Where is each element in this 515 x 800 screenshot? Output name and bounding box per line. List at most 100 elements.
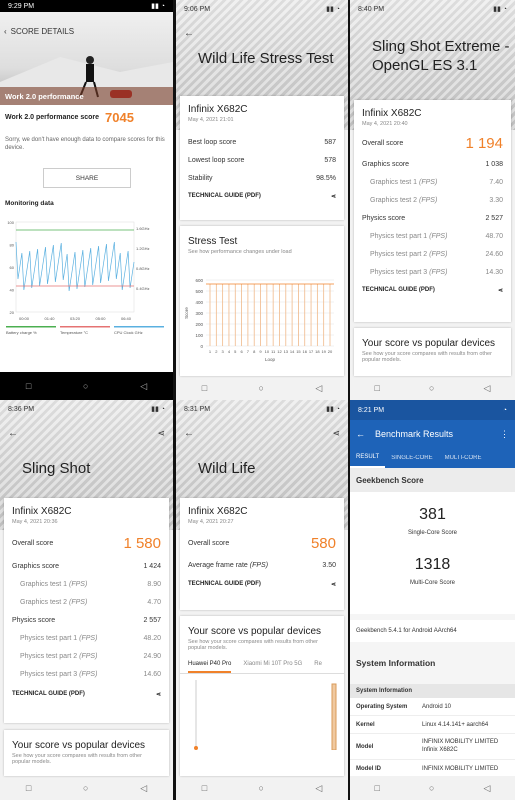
y-tick-label: 20 (10, 310, 15, 315)
y-tick-label: 60 (10, 265, 15, 270)
home-icon[interactable]: ○ (258, 383, 264, 393)
more-icon[interactable]: ⋮ (500, 428, 509, 439)
x-tick-label: 17 (309, 349, 314, 354)
app-bar: ← Benchmark Results ⋮ (350, 420, 515, 448)
recent-apps-icon[interactable]: □ (374, 383, 380, 393)
share-icon[interactable]: ⋖ (330, 582, 336, 588)
back-icon[interactable]: ← (8, 428, 18, 439)
recent-apps-icon[interactable]: □ (201, 383, 208, 393)
back-nav-icon[interactable]: ◁ (483, 382, 491, 393)
legend-swatch (60, 326, 110, 328)
recent-apps-icon[interactable]: □ (201, 783, 208, 793)
device-name: Infinix X682C (188, 506, 248, 517)
row-label: Graphics score (362, 160, 410, 168)
back-icon[interactable]: ‹ (4, 26, 7, 36)
x-tick-label: 10 (265, 349, 270, 354)
share-icon[interactable]: ⋖ (157, 428, 165, 438)
device-name: Infinix X682C (362, 108, 422, 119)
fps-unit: (FPS) (419, 196, 438, 204)
nav-bar: □ ○ ◁ (176, 776, 348, 800)
guide-label: TECHNICAL GUIDE (PDF) (362, 287, 435, 293)
recent-apps-icon[interactable]: □ (374, 783, 380, 793)
row-value: 24.60 (485, 250, 503, 258)
row-value: 1 038 (485, 160, 503, 168)
status-time: 8:40 PM (358, 5, 385, 13)
multi-core-score: 1318 (414, 556, 451, 573)
row-value: 2 527 (485, 214, 503, 222)
legend-label: Battery charge % (6, 330, 37, 335)
technical-guide-link[interactable]: TECHNICAL GUIDE (PDF) ⋖ (180, 581, 344, 588)
back-icon[interactable]: ← (356, 429, 365, 439)
x-tick-label: 9 (259, 349, 262, 354)
tab-result[interactable]: RESULT (350, 448, 386, 468)
back-icon[interactable]: ← (184, 28, 194, 39)
tab-huawei[interactable]: Huawei P40 Pro (188, 661, 232, 673)
legend-label: Temperature °C (60, 330, 88, 335)
recent-apps-icon[interactable]: □ (25, 783, 32, 793)
y-tick-label: 200 (195, 322, 203, 327)
technical-guide-link[interactable]: TECHNICAL GUIDE (PDF) ⋖ (354, 287, 511, 294)
nav-bar: □ ○ ◁ (350, 776, 515, 800)
row-label: Best loop score (188, 138, 237, 146)
system-info-title: System Information (356, 658, 436, 668)
back-nav-icon[interactable]: ◁ (483, 782, 491, 793)
back-icon[interactable]: ← (184, 428, 194, 439)
fps-unit: (FPS) (429, 268, 448, 276)
tab-multi-core[interactable]: MULTI-CORE (444, 455, 482, 461)
x-tick-label: 5 (234, 349, 237, 354)
compare-bar (331, 683, 337, 751)
technical-guide-link[interactable]: TECHNICAL GUIDE (PDF) ⋖ (4, 691, 169, 698)
back-nav-icon[interactable]: ◁ (315, 382, 323, 393)
run-date: May 4, 2021 20:27 (188, 519, 234, 525)
row-label: Graphics test 1 (370, 178, 418, 186)
result-card: Infinix X682C May 4, 2021 20:36 Overall … (4, 498, 169, 723)
home-icon[interactable]: ○ (83, 783, 89, 793)
result-card: Infinix X682C May 4, 2021 20:40 Overall … (354, 100, 511, 322)
legend-label: CPU Clock GHz (114, 330, 143, 335)
row-label: Physics test part 2 (20, 652, 78, 660)
home-icon[interactable]: ○ (83, 381, 89, 391)
row-label: Average frame rate (188, 561, 248, 569)
best-loop-row: Best loop score 587 (180, 133, 344, 151)
score-value: 7045 (105, 110, 134, 125)
row-label: Model (356, 743, 374, 750)
home-icon[interactable]: ○ (429, 783, 435, 793)
recent-apps-icon[interactable]: □ (25, 381, 32, 391)
tab-single-core[interactable]: SINGLE-CORE (391, 455, 433, 461)
version-row: Geekbench 5.4.1 for Android AArch64 (350, 620, 515, 642)
compare-note: See how your score compares with results… (12, 753, 142, 765)
back-nav-icon[interactable]: ◁ (315, 782, 323, 793)
row-value: Linux 4.14.141+ aarch64 (422, 721, 489, 728)
row-value: 14.30 (485, 268, 503, 276)
row-label: Physics test part 3 (20, 670, 78, 678)
share-button[interactable]: SHARE (43, 168, 131, 188)
tab-more[interactable]: Re (314, 661, 322, 667)
row-label: Kernel (356, 721, 375, 728)
panel-work-score: 9:29 PM ▮▮ ◔ ‹ SCORE DETAILS Work 2.0 per… (0, 0, 173, 400)
graphics-row: Graphics score 1 038 (354, 155, 511, 173)
home-icon[interactable]: ○ (429, 383, 435, 393)
share-icon[interactable]: ⋖ (155, 692, 161, 698)
share-icon[interactable]: ⋖ (330, 194, 336, 200)
row-label: Physics test part 1 (370, 232, 428, 240)
compare-chart (194, 680, 337, 751)
table-row: Operating System Android 10 (350, 698, 515, 716)
tab-xiaomi[interactable]: Xiaomi Mi 10T Pro 5G (243, 661, 303, 667)
back-nav-icon[interactable]: ◁ (140, 782, 148, 793)
row-value: 2 557 (143, 616, 161, 624)
app-title: Benchmark Results (375, 429, 454, 439)
share-icon[interactable]: ⋖ (332, 428, 340, 438)
single-core-label: Single-Core Score (407, 530, 458, 536)
y-tick-label: 400 (195, 300, 203, 305)
score-row: Work 2.0 performance score 7045 (0, 110, 173, 125)
technical-guide-link[interactable]: TECHNICAL GUIDE (PDF) ⋖ (180, 193, 344, 200)
back-nav-icon[interactable]: ◁ (140, 380, 148, 391)
share-icon[interactable]: ⋖ (497, 288, 503, 294)
x-tick-label: 3 (222, 349, 225, 354)
compare-title: Your score vs popular devices (12, 740, 146, 751)
pt2-row: Physics test part 2 (FPS) 24.90 (4, 647, 169, 665)
gt2-row: Graphics test 2 (FPS) 4.70 (4, 593, 169, 611)
home-icon[interactable]: ○ (258, 783, 264, 793)
overall-row: Overall score 580 (180, 529, 344, 557)
